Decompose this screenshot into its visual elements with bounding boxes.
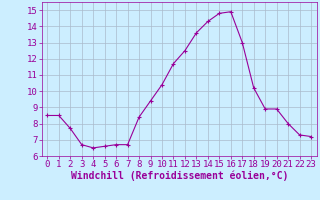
X-axis label: Windchill (Refroidissement éolien,°C): Windchill (Refroidissement éolien,°C) <box>70 171 288 181</box>
